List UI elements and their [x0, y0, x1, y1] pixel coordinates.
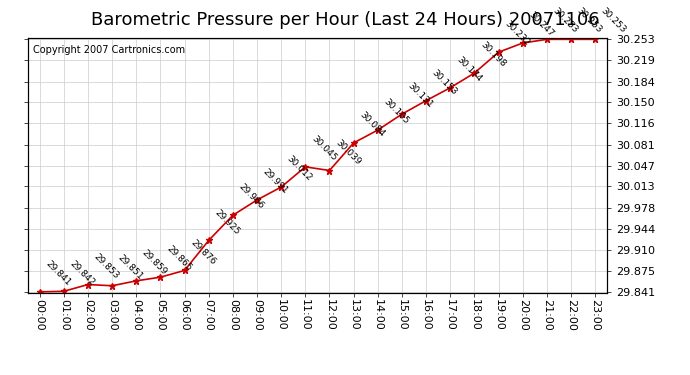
Text: 30.039: 30.039 [334, 138, 362, 166]
Text: 30.131: 30.131 [406, 81, 435, 110]
Text: 29.851: 29.851 [117, 253, 145, 282]
Text: Copyright 2007 Cartronics.com: Copyright 2007 Cartronics.com [33, 45, 186, 55]
Text: 30.253: 30.253 [575, 6, 604, 35]
Text: 30.174: 30.174 [455, 55, 483, 84]
Text: 29.966: 29.966 [237, 183, 266, 211]
Text: 30.253: 30.253 [551, 6, 580, 35]
Text: 30.198: 30.198 [479, 40, 507, 69]
Text: 30.153: 30.153 [431, 68, 459, 96]
Text: 30.105: 30.105 [382, 97, 411, 126]
Text: Barometric Pressure per Hour (Last 24 Hours) 20071106: Barometric Pressure per Hour (Last 24 Ho… [90, 11, 600, 29]
Text: 30.253: 30.253 [600, 6, 628, 35]
Text: 29.876: 29.876 [189, 238, 217, 266]
Text: 29.925: 29.925 [213, 208, 242, 236]
Text: 29.991: 29.991 [262, 167, 290, 196]
Text: 29.841: 29.841 [44, 259, 72, 288]
Text: 30.084: 30.084 [358, 110, 386, 139]
Text: 30.247: 30.247 [527, 10, 555, 39]
Text: 29.853: 29.853 [92, 252, 121, 280]
Text: 30.232: 30.232 [503, 20, 531, 48]
Text: 29.859: 29.859 [141, 248, 169, 277]
Text: 30.012: 30.012 [286, 154, 314, 183]
Text: 30.045: 30.045 [310, 134, 338, 163]
Text: 29.842: 29.842 [68, 259, 97, 287]
Text: 29.865: 29.865 [165, 244, 193, 273]
